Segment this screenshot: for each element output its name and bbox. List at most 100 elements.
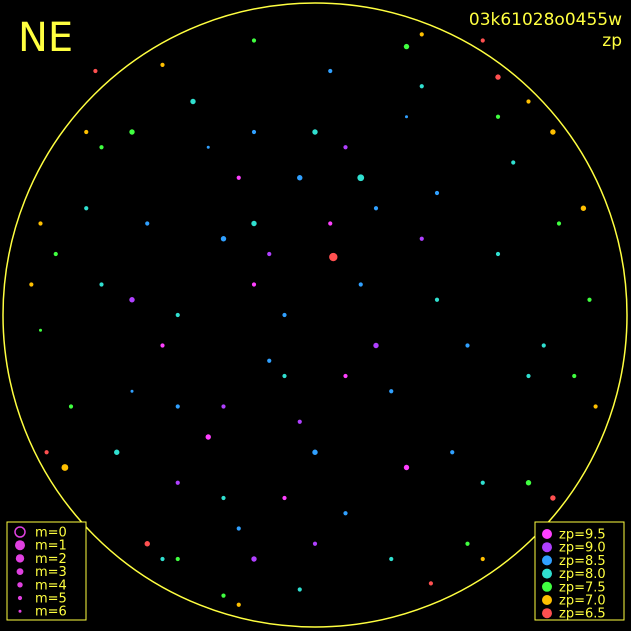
star	[130, 389, 134, 393]
star	[572, 373, 577, 379]
star	[205, 434, 211, 440]
zp-legend-label: zp=8.5	[559, 554, 606, 569]
zp-legend-symbol	[542, 529, 552, 539]
zp-legend-symbol	[542, 581, 552, 592]
star	[556, 221, 562, 226]
magnitude-legend-label: m=6	[35, 605, 67, 620]
star	[129, 297, 135, 303]
zp-legend-label: zp=6.5	[559, 607, 606, 622]
zp-legend-label: zp=7.0	[559, 594, 606, 609]
star	[251, 38, 257, 43]
star	[251, 282, 257, 287]
star	[343, 373, 348, 379]
star	[61, 464, 69, 471]
star	[175, 404, 180, 409]
star	[328, 68, 333, 74]
star	[160, 62, 165, 67]
star	[160, 556, 165, 562]
magnitude-legend-symbol	[15, 540, 25, 551]
magnitude-legend-symbol	[18, 609, 22, 613]
star	[175, 556, 180, 562]
star	[511, 160, 516, 165]
star	[312, 541, 318, 546]
magnitude-legend-label: m=2	[35, 552, 67, 567]
star	[297, 587, 302, 592]
star	[403, 43, 410, 50]
star	[236, 526, 241, 531]
star	[357, 174, 365, 182]
star	[44, 450, 49, 455]
star	[526, 99, 531, 104]
star	[419, 236, 424, 241]
star	[434, 297, 440, 302]
magnitude-legend-label: m=4	[35, 578, 67, 593]
star	[373, 206, 379, 211]
star	[419, 32, 424, 37]
star	[84, 129, 89, 135]
star	[525, 480, 532, 486]
star	[434, 190, 440, 196]
star	[328, 221, 333, 226]
star	[93, 68, 98, 74]
star	[236, 175, 241, 180]
star	[465, 541, 470, 546]
star	[389, 389, 394, 394]
star	[428, 581, 433, 586]
star	[329, 252, 338, 262]
star	[550, 129, 556, 135]
star	[206, 145, 210, 149]
zp-legend-symbol	[542, 568, 552, 579]
star	[297, 175, 303, 181]
star	[403, 464, 410, 471]
magnitude-legend-symbol	[15, 554, 25, 563]
star	[297, 419, 302, 424]
magnitude-legend-label: m=1	[35, 539, 67, 554]
star	[593, 404, 598, 409]
mode-label: zp	[602, 31, 622, 51]
star	[251, 220, 257, 227]
stars	[29, 32, 598, 607]
star	[190, 98, 196, 105]
magnitude-legend-label: m=0	[35, 526, 67, 541]
star	[221, 593, 226, 598]
magnitude-legend-symbol	[16, 568, 24, 575]
star	[526, 373, 531, 379]
star	[495, 74, 501, 80]
star	[39, 328, 42, 332]
zp-legend-label: zp=8.0	[559, 567, 606, 582]
star	[251, 556, 257, 562]
star	[405, 115, 408, 119]
star	[175, 480, 180, 485]
star	[175, 312, 180, 318]
star	[282, 373, 287, 379]
star	[282, 312, 287, 318]
star	[312, 449, 318, 455]
magnitude-legend-symbol	[14, 526, 26, 538]
star	[53, 251, 58, 257]
star	[465, 343, 470, 348]
star	[343, 511, 348, 516]
zp-legend-label: zp=9.5	[559, 528, 606, 543]
star	[99, 282, 104, 287]
star	[550, 495, 556, 501]
star	[221, 404, 226, 409]
zp-legend-label: zp=7.5	[559, 580, 606, 595]
star	[114, 449, 120, 455]
star	[587, 297, 592, 302]
star	[129, 129, 135, 135]
star	[282, 495, 287, 501]
zp-legend-symbol	[542, 555, 552, 566]
star	[580, 205, 587, 211]
star	[145, 221, 150, 226]
star	[236, 602, 241, 607]
image-id: 03k61028o0455w	[469, 10, 622, 30]
star	[373, 342, 379, 349]
star	[358, 282, 363, 287]
zp-legend-symbol	[542, 542, 552, 553]
star	[84, 206, 89, 211]
magnitude-legend-symbol	[17, 595, 23, 601]
star	[450, 450, 455, 455]
